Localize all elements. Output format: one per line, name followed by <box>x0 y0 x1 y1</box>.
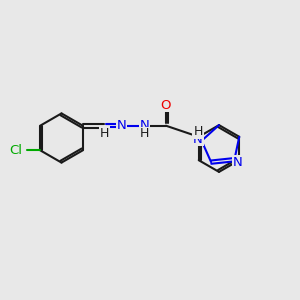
Text: H: H <box>100 127 109 140</box>
Text: O: O <box>161 99 171 112</box>
Text: N: N <box>232 156 242 169</box>
Text: H: H <box>193 125 203 138</box>
Text: N: N <box>193 133 203 146</box>
Text: N: N <box>140 119 149 132</box>
Text: Cl: Cl <box>9 144 22 157</box>
Text: H: H <box>140 127 149 140</box>
Text: N: N <box>117 119 127 132</box>
